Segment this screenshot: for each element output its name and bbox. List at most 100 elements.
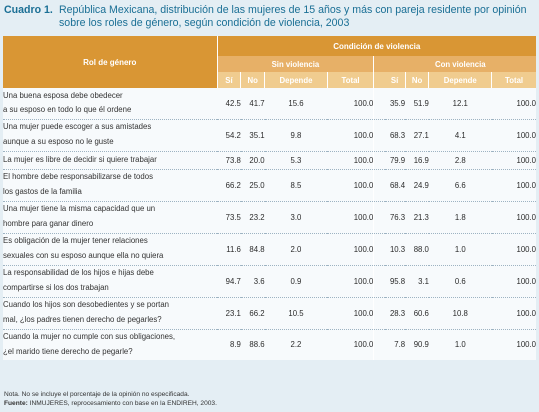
table-cell: 23.2 [240, 200, 265, 233]
table-row: La mujer es libre de decidir si quiere t… [3, 150, 536, 169]
table-cell: 100.0 [327, 328, 374, 360]
table-cell: 100.0 [491, 296, 536, 329]
table-row: Cuando los hijos son desobedientes y se … [3, 296, 536, 329]
row-label-line: ¿el marido tiene derecho de pegarle? [3, 346, 133, 356]
group-header: Condición de violencia [216, 36, 536, 56]
row-label: Cuando los hijos son desobedientes y se … [3, 296, 218, 329]
row-label-line: hombre para ganar dinero [3, 219, 94, 228]
table-cell: 9.8 [264, 118, 328, 151]
col-header: Sí [384, 72, 406, 88]
table-cell: 66.2 [240, 296, 265, 329]
table-cell: 27.1 [405, 118, 429, 151]
table-caption: Cuadro 1. República Mexicana, distribuci… [4, 4, 534, 30]
table-cell: 15.6 [264, 88, 328, 119]
row-label: Es obligación de la mujer tener relacion… [3, 232, 218, 265]
table-cell: 88.6 [240, 328, 265, 360]
table-cell: 8.9 [217, 328, 241, 360]
row-label-line: mal, ¿los padres tienen derecho de pegar… [3, 315, 162, 324]
table-cell: 3.6 [240, 264, 265, 297]
row-label-line: La mujer es libre de decidir si quiere t… [3, 154, 157, 164]
table-cell: 100.0 [491, 168, 536, 201]
table-cell: 1.0 [428, 328, 492, 360]
table-cell: 84.8 [240, 232, 265, 265]
table-cell: 25.0 [240, 168, 265, 201]
col-header: No [404, 72, 429, 88]
row-label: El hombre debe responsabilizarse de todo… [3, 168, 218, 201]
table-cell: 3.0 [264, 200, 328, 233]
table-row: Cuando la mujer no cumple con sus obliga… [3, 328, 536, 360]
subheader-con-violencia: Con violencia [384, 56, 536, 72]
row-label-line: Una buena esposa debe obedecer [3, 90, 123, 100]
table-row: Una mujer tiene la misma capacidad que u… [3, 200, 536, 233]
row-label-line: a su esposo en todo lo que él ordene [3, 105, 132, 115]
table-row: El hombre debe responsabilizarse de todo… [3, 168, 536, 201]
table-cell: 94.7 [217, 264, 241, 297]
table-cell: 10.3 [384, 232, 406, 265]
table-cell: 60.6 [405, 296, 429, 329]
table-cell: 7.8 [384, 328, 406, 360]
table-cell: 1.8 [428, 200, 492, 233]
table-cell: 73.8 [217, 150, 241, 169]
table-cell: 100.0 [327, 150, 374, 169]
table-cell: 3.1 [405, 264, 429, 297]
row-label-line: Cuando la mujer no cumple con sus obliga… [3, 332, 176, 342]
table-cell: 41.7 [240, 88, 265, 119]
table-cell: 24.9 [405, 168, 429, 201]
table-cell: 100.0 [327, 168, 374, 201]
subheader-sin-violencia: Sin violencia [216, 56, 374, 72]
row-label-line: Es obligación de la mujer tener relacion… [3, 236, 148, 246]
table-cell: 23.1 [217, 296, 241, 329]
row-label-line: Una mujer tiene la misma capacidad que u… [3, 204, 156, 214]
table-cell: 100.0 [491, 88, 536, 119]
table-cell: 6.6 [428, 168, 492, 201]
table-cell: 100.0 [327, 118, 374, 151]
table-cell: 88.0 [405, 232, 429, 265]
table-cell: 16.9 [405, 150, 429, 169]
table-cell: 100.0 [491, 264, 536, 297]
table-cell: 100.0 [491, 150, 536, 169]
caption-text: República Mexicana, distribución de las … [59, 4, 527, 29]
table-cell: 8.5 [264, 168, 328, 201]
table-cell: 76.3 [384, 200, 406, 233]
table-cell: 100.0 [327, 88, 374, 119]
table-cell: 20.0 [240, 150, 265, 169]
table-cell: 66.2 [217, 168, 241, 201]
table-cell: 2.0 [264, 232, 328, 265]
table-cell: 100.0 [327, 296, 374, 329]
table-cell: 10.5 [264, 296, 328, 329]
table-cell: 12.1 [428, 88, 492, 119]
table-cell: 68.4 [384, 168, 406, 201]
row-label: La responsabilidad de los hijos e hijas … [3, 264, 218, 297]
col-header: Depende [428, 72, 492, 88]
table-notes: Nota. No se incluye el porcentaje de la … [4, 390, 217, 408]
row-label: Una mujer puede escoger a sus amistades a… [3, 118, 218, 151]
row-label: La mujer es libre de decidir si quiere t… [3, 150, 218, 169]
row-label-line: los gastos de la familia [3, 187, 82, 196]
note-text: Nota. No se incluye el porcentaje de la … [4, 391, 190, 398]
table-cell: 54.2 [217, 118, 241, 151]
table-cell: 10.8 [428, 296, 492, 329]
table-cell: 42.5 [217, 88, 241, 119]
table-cell: 21.3 [405, 200, 429, 233]
table-cell: 100.0 [491, 118, 536, 151]
row-label-line: Cuando los hijos son desobedientes y se … [3, 300, 170, 310]
row-label: Una mujer tiene la misma capacidad que u… [3, 200, 218, 233]
table-cell: 100.0 [327, 200, 374, 233]
col-header: Total [326, 72, 374, 88]
col-header: Depende [264, 72, 328, 88]
col-header: Sí [216, 72, 241, 88]
table-cell: 100.0 [491, 232, 536, 265]
table-cell: 68.3 [384, 118, 406, 151]
table-cell: 4.1 [428, 118, 492, 151]
data-table: Rol de género Condición de violencia Sin… [3, 36, 536, 360]
col-header: No [240, 72, 265, 88]
table-cell: 28.3 [384, 296, 406, 329]
row-label-line: aunque a su esposo no le guste [3, 137, 114, 146]
table-cell: 79.9 [384, 150, 406, 169]
row-label-line: compartirse si los dos trabajan [3, 283, 109, 292]
table-cell: 73.5 [217, 200, 241, 233]
row-label-line: El hombre debe responsabilizarse de todo… [3, 172, 153, 182]
table-cell: 35.1 [240, 118, 265, 151]
table-cell: 2.8 [428, 150, 492, 169]
table-cell: 51.9 [405, 88, 429, 119]
